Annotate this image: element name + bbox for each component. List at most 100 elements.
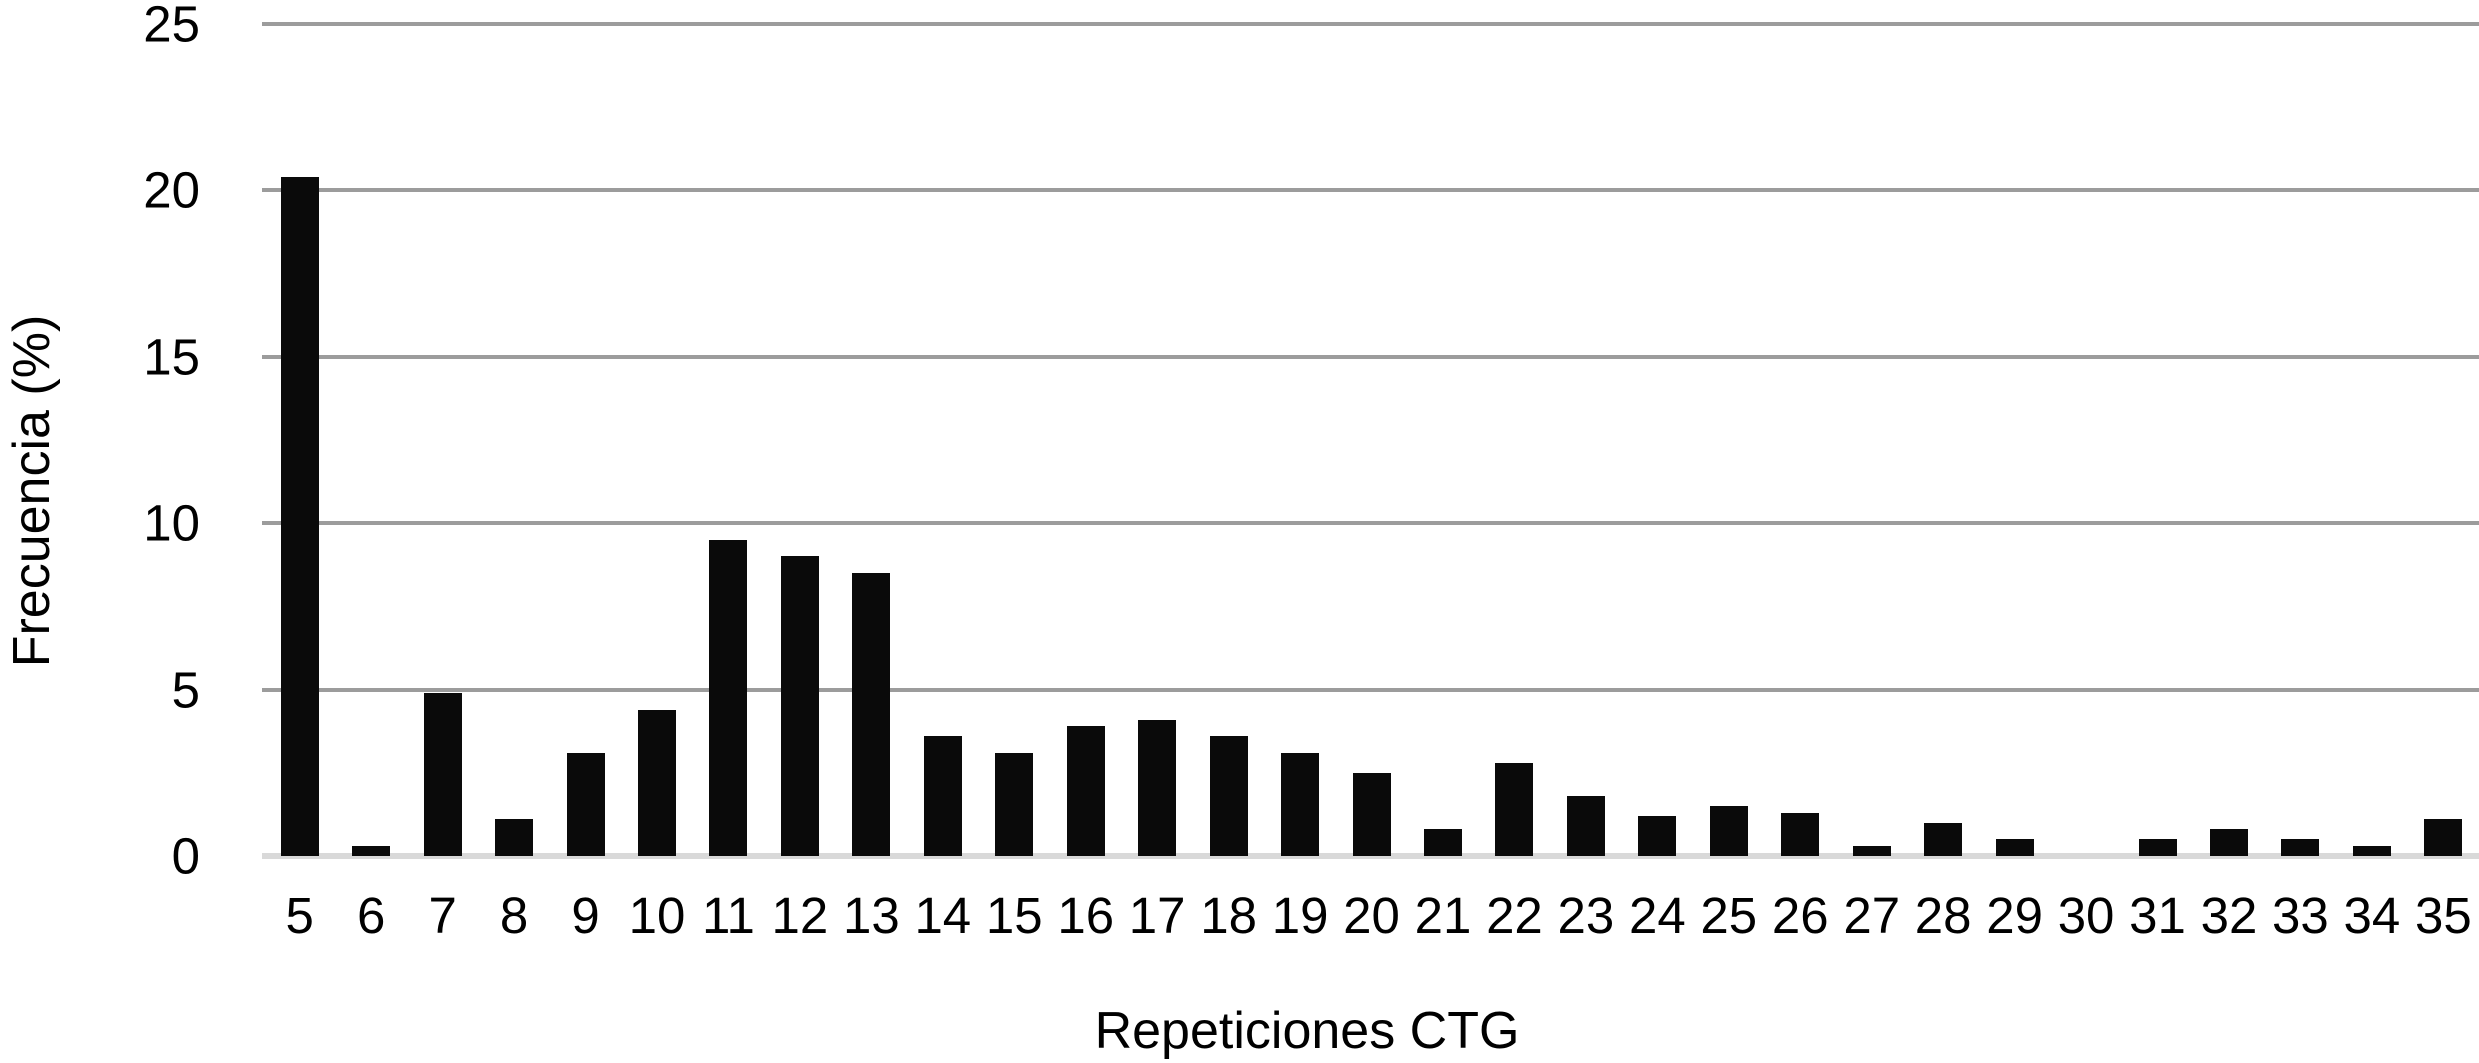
bar-slot-25 [1693, 24, 1764, 856]
bar-28 [1924, 822, 1963, 856]
bar-13 [852, 573, 891, 856]
bar-slot-34 [2336, 24, 2407, 856]
x-tick-label-22: 22 [1486, 887, 1543, 944]
bar-31 [2138, 839, 2177, 856]
bar-slot-6 [335, 24, 406, 856]
bar-slot-33 [2265, 24, 2336, 856]
bar-18 [1209, 736, 1248, 856]
x-tick-label-7: 7 [428, 887, 457, 944]
bar-slot-12 [764, 24, 835, 856]
bar-10 [637, 709, 676, 856]
x-tick-label-21: 21 [1414, 887, 1472, 944]
x-tick-label-27: 27 [1843, 887, 1901, 944]
bar-slot-13 [836, 24, 907, 856]
bar-35 [2424, 819, 2463, 856]
x-tick-label-10: 10 [628, 887, 686, 944]
bar-8 [495, 819, 534, 856]
x-tick-label-32: 32 [2200, 887, 2258, 944]
gridline-y-5 [262, 687, 2479, 692]
bar-20 [1352, 772, 1391, 856]
x-tick-label-26: 26 [1771, 887, 1829, 944]
bar-29 [1995, 839, 2034, 856]
x-tick-label-35: 35 [2414, 887, 2472, 944]
bar-slot-30 [2050, 24, 2121, 856]
x-axis-title: Repeticiones CTG [1094, 1002, 1520, 1060]
bar-slot-21 [1407, 24, 1478, 856]
x-tick-label-18: 18 [1200, 887, 1257, 944]
bar-6 [352, 846, 391, 856]
bar-slot-16 [1050, 24, 1121, 856]
bar-33 [2281, 839, 2320, 856]
x-tick-label-5: 5 [285, 887, 314, 944]
x-tick-label-23: 23 [1557, 887, 1615, 944]
x-tick-label-16: 16 [1057, 887, 1115, 944]
bar-25 [1709, 806, 1748, 856]
bar-slot-7 [407, 24, 478, 856]
x-tick-label-20: 20 [1343, 887, 1400, 944]
y-tick-label-25: 25 [143, 0, 200, 53]
y-axis-tick-labels: 0 5 10 15 20 25 [0, 0, 200, 1063]
bar-slot-5 [264, 24, 335, 856]
y-tick-label-5: 5 [171, 661, 200, 719]
bar-21 [1423, 829, 1462, 856]
bar-slot-29 [1979, 24, 2050, 856]
bar-11 [709, 539, 748, 856]
bar-slot-19 [1264, 24, 1335, 856]
bar-15 [995, 752, 1034, 856]
gridline-y-20 [262, 188, 2479, 193]
bar-7 [423, 692, 462, 856]
y-tick-label-0: 0 [171, 827, 200, 885]
y-tick-label-20: 20 [143, 161, 200, 219]
x-tick-label-34: 34 [2343, 887, 2401, 944]
bar-slot-24 [1622, 24, 1693, 856]
x-tick-label-13: 13 [842, 887, 900, 944]
bar-slot-17 [1121, 24, 1192, 856]
bar-slot-35 [2408, 24, 2479, 856]
bars-layer [264, 24, 2479, 856]
x-tick-label-33: 33 [2272, 887, 2329, 944]
x-tick-label-14: 14 [914, 887, 972, 944]
bar-23 [1566, 796, 1605, 856]
x-tick-label-6: 6 [356, 887, 386, 944]
bar-slot-20 [1336, 24, 1407, 856]
bar-slot-31 [2122, 24, 2193, 856]
y-tick-label-10: 10 [143, 494, 200, 552]
bar-slot-22 [1479, 24, 1550, 856]
bar-slot-23 [1550, 24, 1621, 856]
x-tick-label-9: 9 [571, 887, 600, 944]
x-tick-label-31: 31 [2129, 887, 2186, 944]
bar-slot-27 [1836, 24, 1907, 856]
bar-slot-11 [693, 24, 764, 856]
bar-12 [780, 556, 819, 856]
bar-22 [1495, 762, 1534, 856]
bar-14 [923, 736, 962, 856]
bar-9 [566, 752, 605, 856]
x-tick-label-24: 24 [1628, 887, 1686, 944]
bar-slot-28 [1907, 24, 1978, 856]
x-tick-label-11: 11 [701, 887, 755, 944]
y-tick-label-15: 15 [143, 328, 200, 386]
bar-27 [1852, 846, 1891, 856]
x-axis-tick-labels: 5 6 7 8 9 10 11 12 13 14 15 16 17 18 19 20 21 22 23 24 25 26 2… [264, 884, 2479, 948]
x-tick-label-29: 29 [1986, 887, 2043, 944]
gridline-y-10 [262, 521, 2479, 526]
bar-slot-15 [979, 24, 1050, 856]
gridline-y-15 [262, 354, 2479, 359]
x-axis-baseline [262, 853, 2479, 859]
x-tick-label-17: 17 [1128, 887, 1186, 944]
bar-24 [1638, 816, 1677, 856]
bar-32 [2209, 829, 2248, 856]
bar-slot-8 [478, 24, 549, 856]
x-tick-label-12: 12 [771, 887, 829, 944]
bar-slot-9 [550, 24, 621, 856]
bar-16 [1066, 726, 1105, 856]
bar-slot-26 [1765, 24, 1836, 856]
x-tick-label-28: 28 [1914, 887, 1972, 944]
x-tick-label-25: 25 [1700, 887, 1758, 944]
x-tick-label-8: 8 [499, 887, 529, 944]
gridline-y-25 [262, 22, 2479, 26]
bar-26 [1781, 812, 1820, 856]
plot-area [262, 22, 2479, 859]
x-tick-label-15: 15 [985, 887, 1043, 944]
